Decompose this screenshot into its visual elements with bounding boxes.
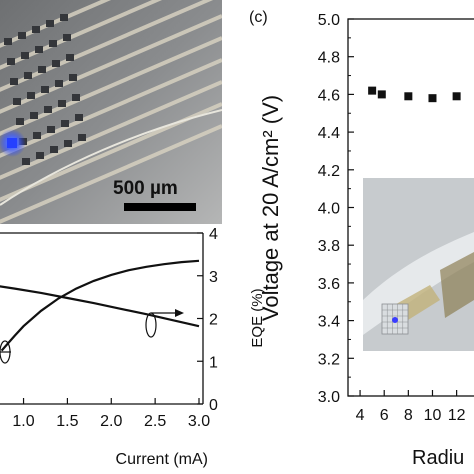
series-line-decreasing bbox=[0, 285, 200, 328]
led-pad bbox=[7, 58, 15, 65]
y-tick-label: 5.0 bbox=[318, 12, 340, 29]
led-pad bbox=[58, 100, 66, 107]
led-pad bbox=[16, 118, 24, 125]
y2-tick-label: 2 bbox=[209, 312, 218, 329]
led-pad bbox=[47, 126, 55, 133]
led-pad bbox=[50, 146, 58, 153]
led-pad bbox=[18, 32, 26, 39]
led-pad bbox=[55, 80, 63, 87]
data-point bbox=[404, 92, 413, 101]
y-tick-label: 4.8 bbox=[318, 50, 340, 67]
led-pad bbox=[13, 98, 21, 105]
y-ticks: 3.0 3.2 3.4 3.6 3.8 4.0 4.2 4.4 4.6 4.8 5.0 bbox=[318, 12, 354, 406]
metal-trace bbox=[0, 0, 112, 48]
data-point bbox=[452, 92, 461, 101]
micrograph-photo: 500 µm bbox=[0, 0, 222, 224]
substrate-edge bbox=[0, 109, 222, 206]
x-tick-label: 1.0 bbox=[12, 413, 34, 430]
x-axis-label: Current (mA) bbox=[116, 451, 208, 468]
led-pad bbox=[78, 134, 86, 141]
y2-tick-label: 1 bbox=[209, 354, 218, 371]
metal-trace bbox=[0, 58, 222, 158]
scale-bar-label: 500 µm bbox=[113, 178, 178, 199]
led-pad bbox=[60, 14, 68, 21]
led-pad bbox=[38, 66, 46, 73]
y-tick-label: 4.2 bbox=[318, 163, 340, 180]
connector bbox=[440, 252, 474, 318]
led-pad bbox=[36, 152, 44, 159]
led-pad-array bbox=[4, 14, 86, 165]
y-tick-label: 4.6 bbox=[318, 87, 340, 104]
y-axis-label: Voltage at 20 A/cm² (V) bbox=[258, 95, 283, 321]
x-tick-label: 3.0 bbox=[188, 413, 210, 430]
series-lines bbox=[0, 259, 200, 352]
metal-trace bbox=[0, 80, 222, 180]
led-pad bbox=[44, 106, 52, 113]
y-tick-label: 4.0 bbox=[318, 201, 340, 218]
x-tick-label: 6 bbox=[380, 407, 389, 424]
right-y-ticks: 0 1 2 3 4 bbox=[197, 226, 218, 414]
x-tick-label: 8 bbox=[404, 407, 413, 424]
y2-tick-label: 4 bbox=[209, 226, 218, 243]
led-pad bbox=[33, 132, 41, 139]
led-pad bbox=[22, 158, 30, 165]
led-pad bbox=[35, 46, 43, 53]
led-pad bbox=[64, 140, 72, 147]
data-point bbox=[368, 86, 377, 95]
data-point bbox=[377, 90, 386, 99]
metal-trace bbox=[0, 124, 222, 224]
led-pad bbox=[10, 78, 18, 85]
y2-tick-label: 3 bbox=[209, 269, 218, 286]
emitter-core bbox=[7, 138, 17, 148]
inset-blue-emitter bbox=[392, 317, 398, 323]
y-tick-label: 3.4 bbox=[318, 314, 340, 331]
led-pad bbox=[52, 60, 60, 67]
led-pad bbox=[46, 20, 54, 27]
led-pad bbox=[61, 120, 69, 127]
series-line-eqe bbox=[0, 259, 200, 352]
led-pad bbox=[21, 52, 29, 59]
led-pad bbox=[32, 26, 40, 33]
x-ticks: 1.0 1.5 2.0 2.5 3.0 bbox=[12, 398, 210, 430]
data-points bbox=[368, 86, 461, 103]
y2-tick-label: 0 bbox=[209, 397, 218, 414]
eqe-chart: 1.0 1.5 2.0 2.5 3.0 0 1 2 3 4 Current (mA) EQE (… bbox=[0, 226, 266, 468]
metal-trace bbox=[0, 14, 222, 114]
y-tick-label: 3.6 bbox=[318, 276, 340, 293]
x-tick-label: 4 bbox=[356, 407, 365, 424]
led-pad bbox=[4, 38, 12, 45]
led-pad bbox=[49, 40, 57, 47]
x-tick-label: 1.5 bbox=[56, 413, 78, 430]
y-tick-label: 3.8 bbox=[318, 238, 340, 255]
x-ticks: 4 6 8 10 12 bbox=[356, 390, 466, 424]
right-y-axis-label: EQE (%) bbox=[249, 288, 266, 347]
x-tick-label: 2.5 bbox=[144, 413, 166, 430]
panel-label-c: (c) bbox=[249, 9, 268, 26]
y-tick-label: 3.0 bbox=[318, 389, 340, 406]
led-pad bbox=[75, 114, 83, 121]
led-pad bbox=[72, 94, 80, 101]
led-pad bbox=[24, 72, 32, 79]
x-tick-label: 10 bbox=[424, 407, 442, 424]
led-pad bbox=[66, 54, 74, 61]
scale-bar bbox=[124, 203, 196, 211]
data-point bbox=[428, 94, 437, 103]
x-tick-label: 2.0 bbox=[100, 413, 122, 430]
led-pad bbox=[69, 74, 77, 81]
led-pad bbox=[41, 86, 49, 93]
led-pad bbox=[63, 34, 71, 41]
metal-traces bbox=[0, 0, 222, 224]
y-tick-label: 3.2 bbox=[318, 351, 340, 368]
series-marker-oval-right bbox=[145, 312, 157, 338]
inset-photo bbox=[363, 178, 474, 351]
x-axis-label: Radiu bbox=[412, 447, 464, 469]
led-pad bbox=[30, 112, 38, 119]
led-pad bbox=[27, 92, 35, 99]
x-tick-label: 12 bbox=[448, 407, 466, 424]
arrowhead-right bbox=[175, 309, 184, 317]
metal-trace bbox=[0, 36, 222, 136]
y-tick-label: 4.4 bbox=[318, 125, 340, 142]
